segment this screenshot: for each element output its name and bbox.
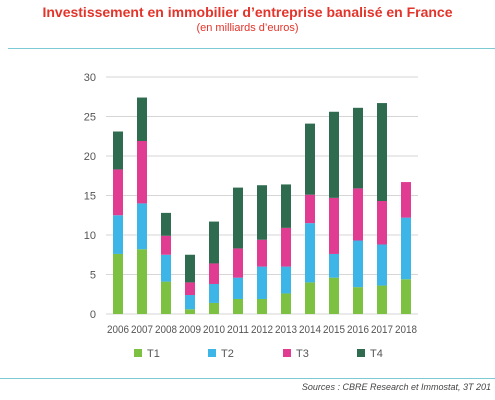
legend-label-t2: T2 — [221, 348, 234, 360]
bar-segment-t2 — [353, 240, 363, 288]
bar-segment-t1 — [161, 281, 171, 314]
legend-swatch-t4 — [357, 349, 365, 357]
bar-segment-t2 — [185, 295, 195, 310]
bar-segment-t3 — [209, 263, 219, 284]
x-tick-label: 2014 — [299, 324, 321, 336]
bar-segment-t3 — [329, 197, 339, 254]
bar-segment-t3 — [257, 239, 267, 267]
bar-segment-t4 — [233, 187, 243, 249]
bar-segment-t2 — [137, 203, 147, 250]
bar-segment-t4 — [113, 131, 123, 170]
bar-segment-t1 — [257, 298, 267, 314]
bottom-divider — [0, 378, 495, 379]
y-tick-label: 10 — [84, 230, 96, 242]
bar-segment-t1 — [377, 285, 387, 314]
legend-swatch-t2 — [208, 349, 216, 357]
bar-segment-t1 — [401, 279, 411, 314]
bar-segment-t2 — [401, 217, 411, 280]
bar-segment-t1 — [329, 277, 339, 314]
bar-segment-t4 — [137, 97, 147, 141]
chart-title: Investissement en immobilier d’entrepris… — [42, 4, 453, 20]
bar-segment-t2 — [377, 244, 387, 286]
y-tick-label: 5 — [90, 270, 96, 282]
x-tick-label: 2015 — [323, 324, 345, 336]
bar-segment-t4 — [305, 123, 315, 195]
bar-segment-t1 — [137, 249, 147, 314]
bar-segment-t4 — [353, 107, 363, 189]
bar-segment-t1 — [209, 302, 219, 314]
bar-segment-t1 — [353, 287, 363, 314]
legend-label-t1: T1 — [147, 348, 160, 360]
bar-segment-t1 — [113, 253, 123, 314]
bar-segment-t3 — [233, 248, 243, 278]
bar-segment-t3 — [281, 227, 291, 267]
legend-label-t3: T3 — [296, 348, 309, 360]
x-tick-label: 2006 — [107, 324, 129, 336]
x-tick-label: 2012 — [251, 324, 273, 336]
legend-label-t4: T4 — [370, 348, 383, 360]
bar-segment-t3 — [161, 235, 171, 255]
x-tick-label: 2017 — [371, 324, 393, 336]
bar-segment-t2 — [329, 253, 339, 278]
x-tick-label: 2013 — [275, 324, 297, 336]
x-tick-label: 2009 — [179, 324, 201, 336]
bar-segment-t3 — [113, 169, 123, 216]
bar-segment-t4 — [185, 254, 195, 283]
x-tick-label: 2018 — [395, 324, 417, 336]
bar-segment-t4 — [161, 212, 171, 236]
bar-segment-t1 — [281, 293, 291, 314]
bar-segment-t2 — [257, 266, 267, 299]
bar-segment-t2 — [209, 283, 219, 303]
y-tick-label: 30 — [84, 72, 96, 84]
bar-segment-t1 — [305, 282, 315, 314]
bar-segment-t4 — [281, 184, 291, 228]
bar-segment-t1 — [233, 298, 243, 314]
y-tick-label: 25 — [84, 112, 96, 124]
bar-segment-t3 — [377, 201, 387, 245]
bar-segment-t4 — [257, 185, 267, 240]
y-tick-label: 15 — [84, 191, 96, 203]
bar-segment-t1 — [185, 309, 195, 314]
x-tick-label: 2008 — [155, 324, 177, 336]
bar-segment-t4 — [377, 103, 387, 202]
bar-segment-t2 — [281, 266, 291, 294]
legend-swatch-t1 — [134, 349, 142, 357]
bar-segment-t3 — [185, 282, 195, 296]
y-tick-label: 0 — [90, 309, 96, 321]
x-tick-label: 2010 — [203, 324, 225, 336]
chart-subtitle: (en milliards d’euros) — [196, 22, 299, 34]
bar-segment-t3 — [305, 194, 315, 224]
bar-segment-t4 — [329, 111, 339, 198]
bar-segment-t3 — [137, 140, 147, 204]
y-tick-label: 20 — [84, 151, 96, 163]
x-tick-label: 2011 — [227, 324, 249, 336]
bar-segment-t2 — [113, 215, 123, 254]
x-tick-label: 2007 — [131, 324, 153, 336]
bar-segment-t3 — [353, 188, 363, 241]
bar-segment-t3 — [401, 182, 411, 218]
bar-segment-t2 — [161, 254, 171, 282]
legend-swatch-t3 — [283, 349, 291, 357]
source-note: Sources : CBRE Research et Immostat, 3T … — [301, 382, 491, 392]
top-divider — [8, 48, 495, 49]
bar-segment-t2 — [233, 277, 243, 299]
x-tick-label: 2016 — [347, 324, 369, 336]
bar-segment-t4 — [209, 221, 219, 264]
bar-segment-t2 — [305, 223, 315, 283]
